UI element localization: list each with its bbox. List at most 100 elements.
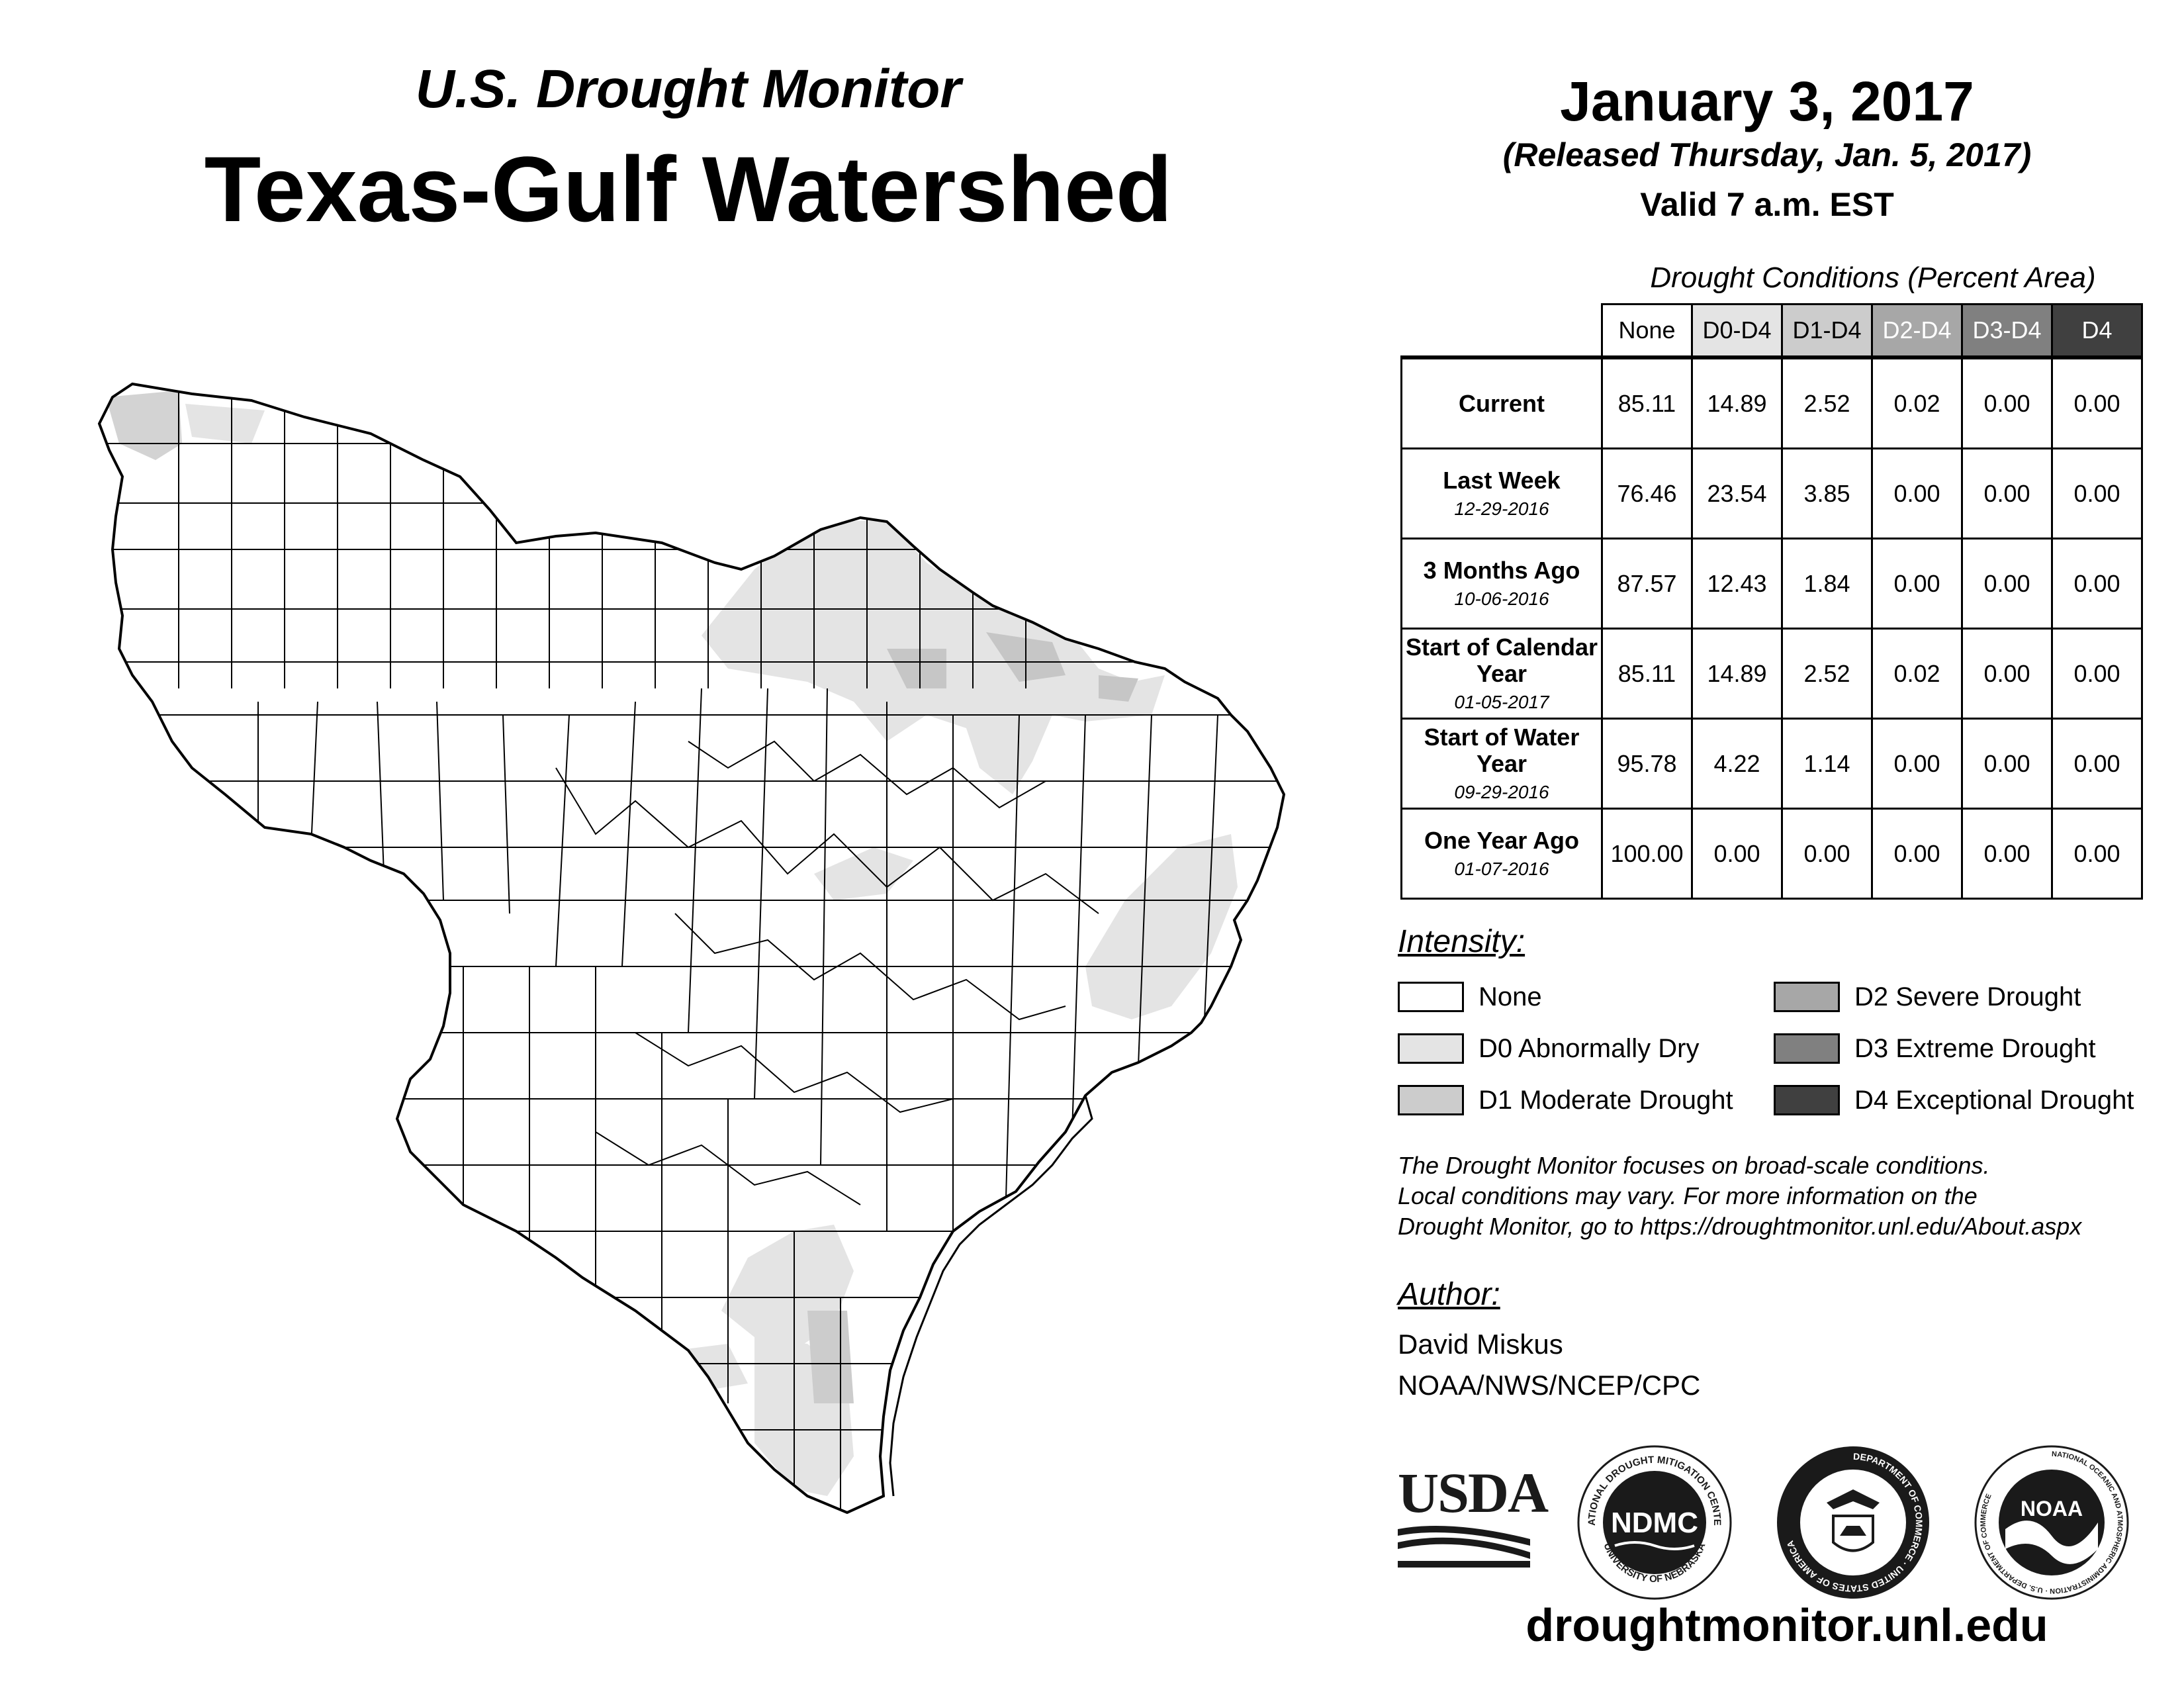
- legend-swatch: [1398, 982, 1464, 1012]
- table-cell: 0.00: [1961, 808, 2053, 900]
- table-cell: 0.00: [1961, 355, 2053, 449]
- row-header: One Year Ago 01-07-2016: [1400, 808, 1603, 900]
- table-cell: 0.00: [1871, 718, 1963, 810]
- legend-label: D3 Extreme Drought: [1854, 1033, 2096, 1063]
- shield-icon: [1832, 1515, 1874, 1552]
- note-line: Local conditions may vary. For more info…: [1398, 1182, 1978, 1209]
- county-lines: [99, 384, 1284, 1509]
- table-cell: 0.00: [1961, 447, 2053, 539]
- table-cell: 85.11: [1601, 628, 1693, 720]
- eagle-icon: [1827, 1489, 1880, 1509]
- legend-item-none: None: [1398, 978, 1542, 1015]
- map-date: January 3, 2017: [1560, 70, 1974, 132]
- legend-swatch: [1398, 1085, 1464, 1115]
- row-label: Start of Calendar Year: [1405, 633, 1598, 687]
- col-header: D3-D4: [1961, 303, 2053, 359]
- table-corner: [1401, 304, 1603, 359]
- row-header: Start of Calendar Year 01-05-2017: [1400, 628, 1603, 720]
- table-cell: 0.00: [1871, 447, 1963, 539]
- table-cell: 0.00: [1781, 808, 1873, 900]
- ndmc-logo: NATIONAL DROUGHT MITIGATION CENTER UNIVE…: [1575, 1443, 1732, 1600]
- legend-item-d2: D2 Severe Drought: [1774, 978, 2081, 1015]
- table-cell: 3.85: [1781, 447, 1873, 539]
- noaa-bird-icon: [2005, 1521, 2098, 1564]
- release-date: (Released Thursday, Jan. 5, 2017): [1502, 136, 2032, 173]
- ship-icon: [1840, 1526, 1866, 1536]
- row-label: Start of Water Year: [1424, 723, 1580, 777]
- table-cell: 0.00: [2051, 447, 2143, 539]
- map-subtitle: U.S. Drought Monitor: [415, 59, 962, 119]
- table-row: Current 85.11 14.89 2.52 0.02 0.00 0.00: [1400, 355, 2143, 449]
- table-cell: 95.78: [1601, 718, 1693, 810]
- table-row: Start of Water Year 09-29-2016 95.78 4.22…: [1400, 718, 2143, 810]
- table-cell: 0.00: [2051, 538, 2143, 630]
- table-row: One Year Ago 01-07-2016 100.00 0.00 0.00 …: [1400, 808, 2143, 900]
- legend-item-d0: D0 Abnormally Dry: [1398, 1030, 1699, 1067]
- table-cell: 1.14: [1781, 718, 1873, 810]
- legend-label: D1 Moderate Drought: [1479, 1085, 1733, 1115]
- table-cell: 4.22: [1691, 718, 1783, 810]
- row-header: Start of Water Year 09-29-2016: [1400, 718, 1603, 810]
- table-cell: 0.02: [1871, 628, 1963, 720]
- table-row: Last Week 12-29-2016 76.46 23.54 3.85 0.0…: [1400, 447, 2143, 539]
- table-cell: 0.02: [1871, 355, 1963, 449]
- table-cell: 100.00: [1601, 808, 1693, 900]
- usda-hills-icon: [1398, 1526, 1530, 1568]
- legend-title: Intensity:: [1398, 924, 1525, 959]
- table-row: 3 Months Ago 10-06-2016 87.57 12.43 1.84 …: [1400, 538, 2143, 630]
- watershed-map: [98, 383, 1285, 1514]
- legend-label: None: [1479, 982, 1542, 1011]
- table-cell: 2.52: [1781, 628, 1873, 720]
- row-header: 3 Months Ago 10-06-2016: [1400, 538, 1603, 630]
- drought-conditions-table: None D0-D4 D1-D4 D2-D4 D3-D4 D4 Current …: [1400, 303, 2143, 900]
- legend-item-d3: D3 Extreme Drought: [1774, 1030, 2096, 1067]
- col-header: D4: [2051, 303, 2143, 359]
- col-header: D0-D4: [1691, 303, 1783, 359]
- table-cell: 0.00: [1961, 538, 2053, 630]
- table-cell: 87.57: [1601, 538, 1693, 630]
- table-cell: 0.00: [1961, 718, 2053, 810]
- table-cell: 76.46: [1601, 447, 1693, 539]
- row-label: 3 Months Ago: [1423, 556, 1580, 584]
- usda-logo: USDA: [1398, 1461, 1549, 1569]
- map-title: Texas-Gulf Watershed: [204, 137, 1173, 241]
- table-cell: 85.11: [1601, 355, 1693, 449]
- table-cell: 0.00: [1871, 538, 1963, 630]
- table-cell: 0.00: [1961, 628, 2053, 720]
- row-label: One Year Ago: [1424, 826, 1580, 854]
- table-cell: 0.00: [2051, 628, 2143, 720]
- legend-swatch: [1774, 982, 1840, 1012]
- row-date: 01-07-2016: [1454, 858, 1549, 879]
- row-label: Current: [1458, 389, 1545, 417]
- noaa-logo-text: NOAA: [2021, 1497, 2083, 1521]
- usda-logo-text: USDA: [1398, 1461, 1549, 1524]
- table-cell: 2.52: [1781, 355, 1873, 449]
- legend-label: D0 Abnormally Dry: [1479, 1033, 1700, 1063]
- col-header: D2-D4: [1871, 303, 1963, 359]
- table-caption: Drought Conditions (Percent Area): [1650, 261, 2096, 294]
- noaa-logo: NATIONAL OCEANIC AND ATMOSPHERIC ADMINIS…: [1974, 1445, 2129, 1600]
- table-cell: 0.00: [1871, 808, 1963, 900]
- col-header: D1-D4: [1781, 303, 1873, 359]
- ndmc-logo-text: NDMC: [1611, 1507, 1698, 1539]
- legend-swatch: [1398, 1033, 1464, 1064]
- author-org: NOAA/NWS/NCEP/CPC: [1398, 1370, 1701, 1401]
- table-cell: 0.00: [2051, 355, 2143, 449]
- table-cell: 14.89: [1691, 355, 1783, 449]
- author-name: David Miskus: [1398, 1329, 1563, 1360]
- table-cell: 0.00: [2051, 718, 2143, 810]
- legend-item-d1: D1 Moderate Drought: [1398, 1082, 1733, 1119]
- author-title: Author:: [1398, 1277, 1500, 1312]
- website-link[interactable]: droughtmonitor.unl.edu: [1525, 1599, 2048, 1651]
- note-line: The Drought Monitor focuses on broad-sca…: [1398, 1152, 1990, 1179]
- valid-time: Valid 7 a.m. EST: [1640, 186, 1894, 223]
- table-cell: 14.89: [1691, 628, 1783, 720]
- row-date: 09-29-2016: [1454, 781, 1549, 802]
- legend-label: D2 Severe Drought: [1854, 982, 2081, 1011]
- author-block: David Miskus NOAA/NWS/NCEP/CPC: [1398, 1324, 1700, 1406]
- table-cell: 1.84: [1781, 538, 1873, 630]
- row-date: 10-06-2016: [1454, 588, 1549, 609]
- row-header: Last Week 12-29-2016: [1400, 447, 1603, 539]
- table-row: Start of Calendar Year 01-05-2017 85.11 1…: [1400, 628, 2143, 720]
- legend-swatch: [1774, 1033, 1840, 1064]
